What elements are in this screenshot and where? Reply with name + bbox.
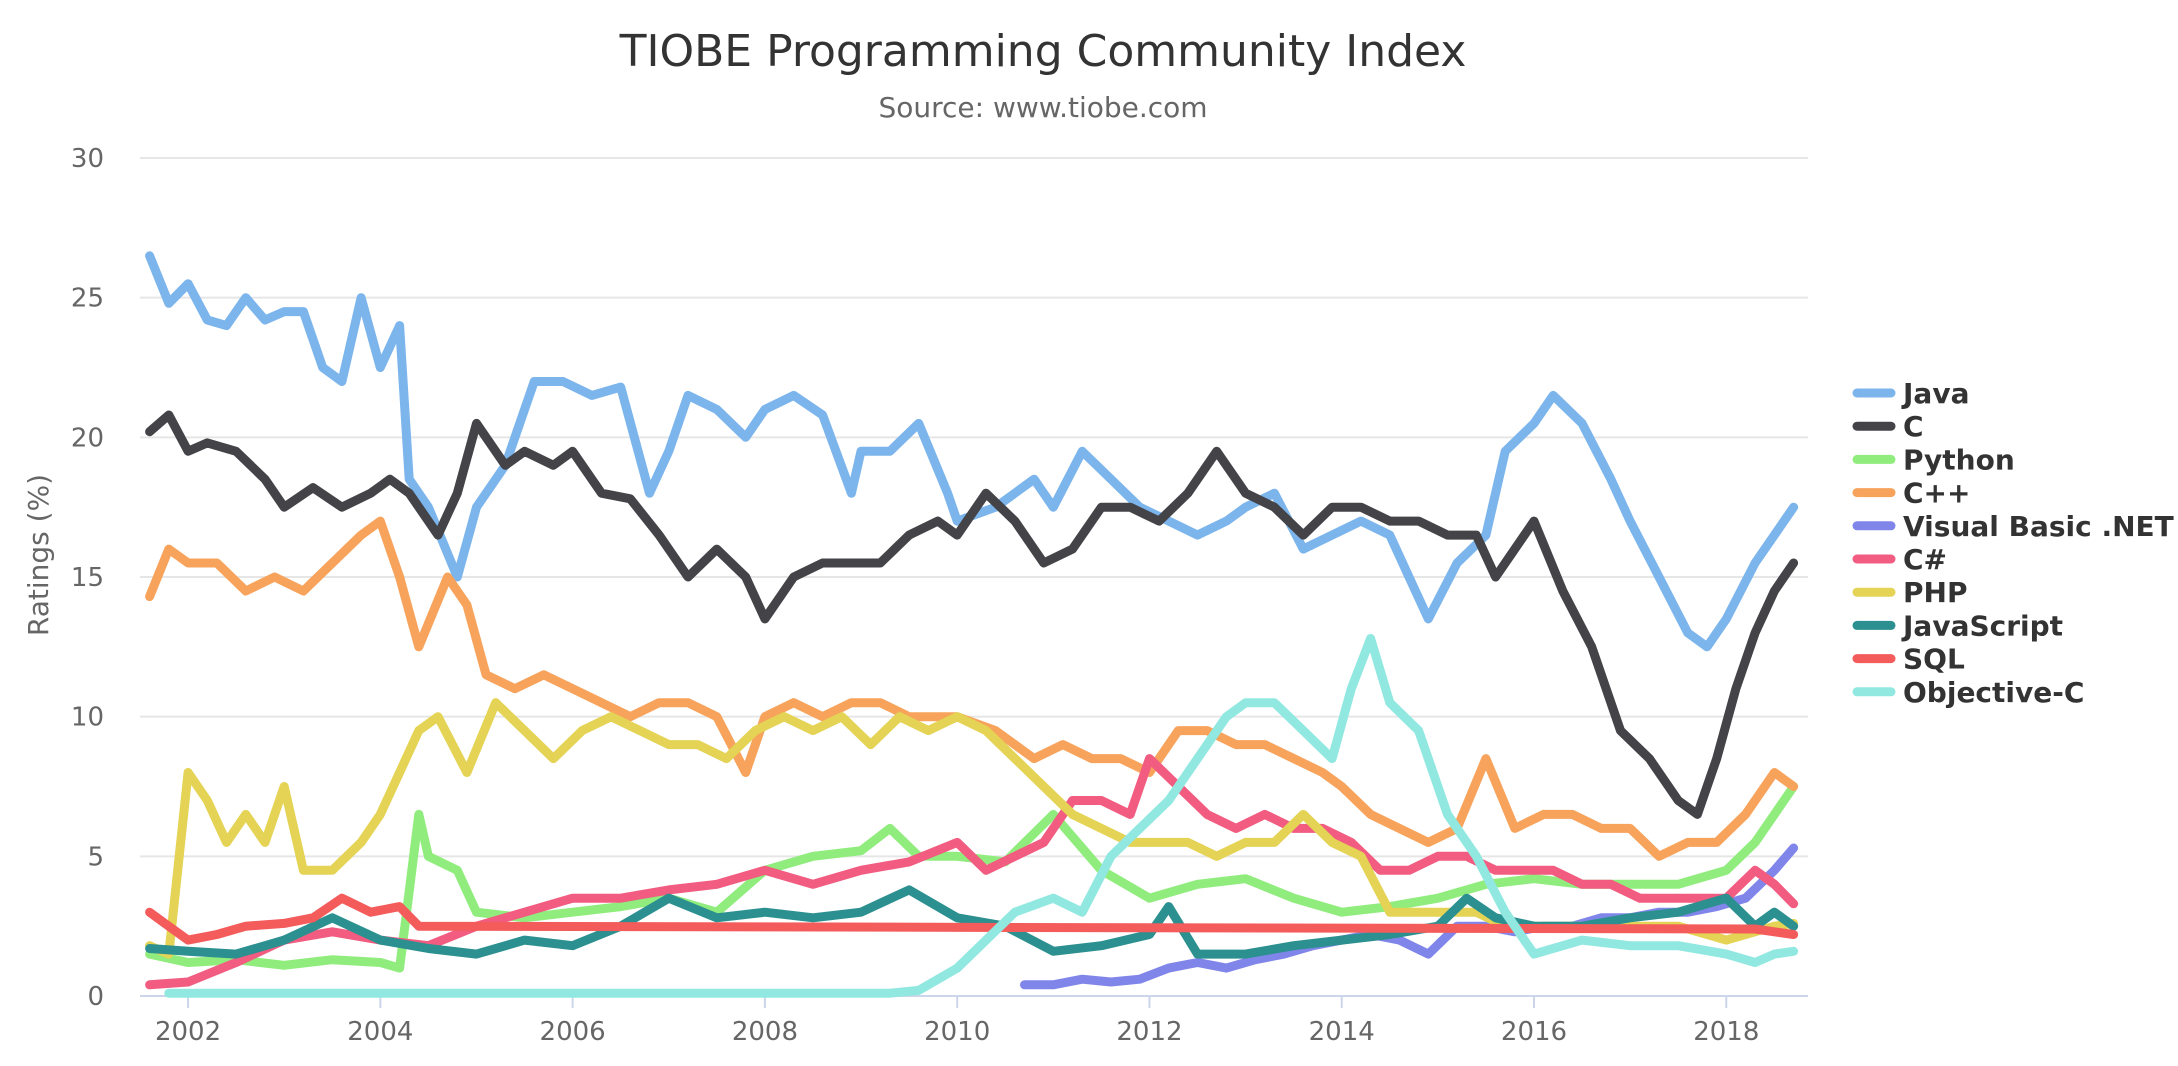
legend-item-python[interactable]: Python	[1852, 443, 2015, 476]
legend-item-c[interactable]: C++	[1852, 477, 1970, 510]
chart-title: TIOBE Programming Community Index	[619, 26, 1467, 77]
x-tick-label: 2010	[924, 1017, 990, 1047]
legend-label: C++	[1903, 477, 1970, 510]
series-line-sql	[145, 893, 1799, 945]
legend-label: Java	[1901, 377, 1969, 410]
x-tick-label: 2008	[732, 1017, 798, 1047]
y-tick-label: 0	[87, 982, 104, 1012]
legend-label: PHP	[1903, 576, 1967, 609]
legend-label: Visual Basic .NET	[1903, 510, 2174, 543]
axis-ticks: 0 5 10 15 20 25 30 2002 2004 2006 2008 2010 2012 2014…	[71, 144, 1759, 1047]
legend-label: Objective-C	[1903, 676, 2084, 709]
x-tick-label: 2004	[347, 1017, 413, 1047]
legend-label: C	[1903, 410, 1924, 443]
x-tick-label: 2018	[1693, 1017, 1759, 1047]
y-tick-label: 15	[71, 563, 104, 593]
legend-label: Python	[1903, 443, 2015, 476]
legend-item-c[interactable]: C	[1852, 410, 1924, 443]
legend-item-objective-c[interactable]: Objective-C	[1852, 676, 2084, 709]
legend-item-javascript[interactable]: JavaScript	[1852, 609, 2063, 642]
series-line-javascript	[145, 885, 1799, 959]
legend-item-php[interactable]: PHP	[1852, 576, 1967, 609]
y-tick-label: 25	[71, 284, 104, 314]
legend-label: C#	[1903, 543, 1947, 576]
y-tick-label: 30	[71, 144, 104, 174]
chart-subtitle: Source: www.tiobe.com	[878, 91, 1207, 124]
series-line-objective-c	[164, 634, 1799, 998]
legend-item-c[interactable]: C#	[1852, 543, 1947, 576]
x-tick-label: 2016	[1501, 1017, 1567, 1047]
x-tick-label: 2012	[1116, 1017, 1182, 1047]
x-tick-label: 2006	[540, 1017, 606, 1047]
series-line-php	[145, 698, 1799, 959]
legend-label: JavaScript	[1901, 609, 2063, 642]
x-tick-label: 2014	[1309, 1017, 1375, 1047]
legend-item-java[interactable]: Java	[1852, 377, 1969, 410]
legend-item-sql[interactable]: SQL	[1852, 643, 1965, 676]
y-tick-label: 20	[71, 423, 104, 453]
legend-item-visual-basic-net[interactable]: Visual Basic .NET	[1852, 510, 2174, 543]
legend-label: SQL	[1903, 643, 1965, 676]
series-line-java	[145, 251, 1799, 652]
series-line-c	[145, 754, 1799, 990]
y-tick-label: 10	[71, 703, 104, 733]
y-axis-label: Ratings (%)	[22, 474, 55, 636]
series-line-c	[145, 410, 1799, 819]
series-line-c	[145, 516, 1799, 861]
series-lines	[145, 251, 1799, 998]
y-tick-label: 5	[87, 842, 104, 872]
x-tick-label: 2002	[155, 1017, 221, 1047]
